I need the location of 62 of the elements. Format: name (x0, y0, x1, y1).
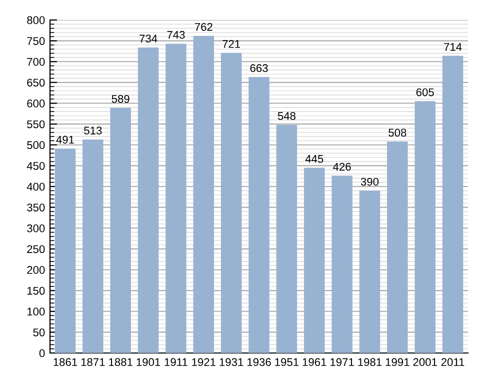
y-tick-label: 350 (27, 204, 45, 212)
y-tick-label: 150 (27, 286, 45, 295)
data-label: 762 (194, 22, 212, 31)
y-tick-label: 600 (27, 100, 45, 108)
x-tick-label: 1931 (220, 358, 244, 366)
bar (387, 142, 408, 353)
data-label: 513 (84, 126, 102, 134)
data-label: 743 (167, 30, 185, 39)
y-tick-label: 100 (27, 308, 45, 316)
bar (138, 47, 159, 353)
x-tick-label: 1921 (192, 358, 216, 366)
x-tick-label: 2011 (441, 358, 464, 366)
data-label: 734 (140, 34, 158, 42)
data-label: 663 (250, 64, 268, 72)
bar (276, 124, 298, 353)
x-tick-label: 1981 (358, 358, 382, 366)
bar (332, 176, 352, 353)
x-tick-label: 1991 (386, 358, 410, 366)
bar (166, 44, 186, 353)
y-tick-label: 50 (33, 328, 45, 336)
x-tick-label: 1881 (109, 358, 132, 366)
y-tick-label: 800 (27, 16, 45, 24)
data-label: 589 (112, 94, 130, 103)
bar (414, 101, 436, 353)
data-label: 605 (416, 88, 434, 96)
bar (220, 52, 242, 353)
y-tick-label: 250 (27, 245, 45, 254)
y-tick-label: 650 (27, 78, 45, 87)
x-tick-label: 1901 (136, 358, 160, 366)
bar (304, 168, 325, 353)
data-label: 390 (360, 178, 379, 186)
x-tick-label: 1951 (275, 358, 298, 366)
data-label: 714 (444, 43, 462, 51)
data-label: 508 (388, 128, 406, 137)
bar (82, 139, 104, 353)
y-tick-label: 700 (27, 58, 45, 66)
bar (248, 77, 270, 353)
bar (359, 190, 380, 353)
data-label: 548 (278, 112, 296, 120)
y-tick-label: 500 (27, 141, 45, 150)
x-tick-label: 1961 (302, 358, 326, 366)
bar (442, 56, 464, 353)
bar (193, 36, 214, 353)
bar (54, 148, 76, 353)
x-tick-label: 1861 (54, 358, 78, 366)
x-tick-label: 1911 (164, 358, 188, 366)
y-tick-label: 300 (27, 224, 45, 232)
data-label: 445 (305, 155, 324, 163)
data-label: 721 (222, 40, 240, 48)
x-tick-label: 1971 (330, 358, 354, 366)
y-tick-label: 550 (27, 120, 45, 128)
y-tick-label: 450 (26, 162, 45, 170)
x-tick-label: 1936 (247, 358, 271, 366)
x-tick-label: 2001 (413, 358, 437, 366)
y-tick-label: 750 (27, 37, 45, 45)
x-tick-label: 1871 (81, 358, 105, 366)
data-label: 426 (333, 162, 351, 171)
y-tick-label: 200 (27, 266, 45, 274)
data-label: 491 (56, 136, 74, 144)
bar (110, 108, 131, 353)
y-tick-label: 0 (39, 349, 45, 358)
y-tick-label: 400 (26, 182, 45, 191)
